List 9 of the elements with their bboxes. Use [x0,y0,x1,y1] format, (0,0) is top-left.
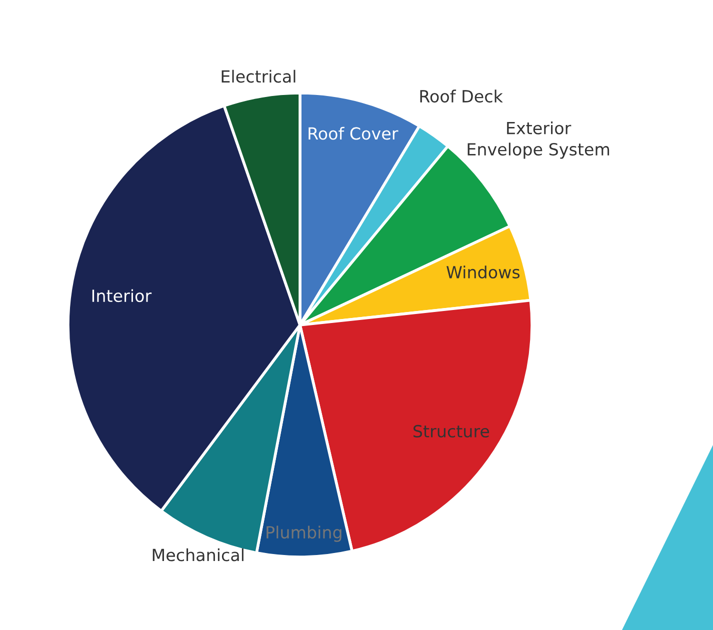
slice-label: Electrical [222,70,296,83]
slice-label: Structure [414,424,490,438]
slice-label: Mechanical [152,548,244,562]
slice-label: Windows [446,266,520,278]
slice-label: Exterior Envelope System [468,121,610,159]
slice-label: Roof Deck [420,90,503,103]
slice-label: Interior [92,289,152,302]
slice-label: Roof Cover [308,126,398,140]
slice-label: Plumbing [266,526,342,542]
